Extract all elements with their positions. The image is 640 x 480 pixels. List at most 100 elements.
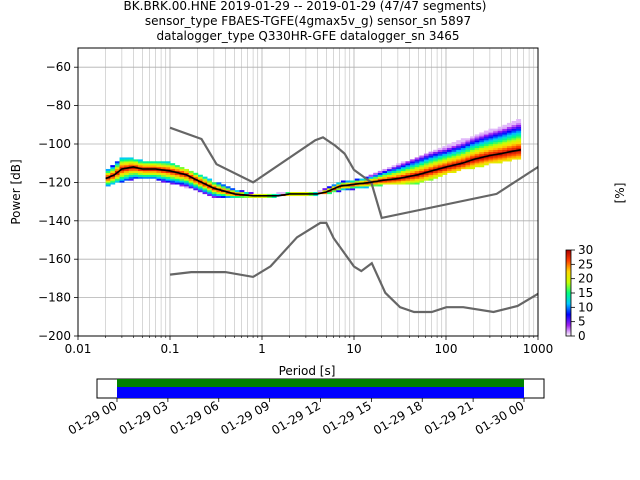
density-cell xyxy=(479,161,485,164)
density-cell xyxy=(165,170,171,173)
density-cell xyxy=(483,134,489,137)
density-cell xyxy=(147,167,153,170)
density-cell xyxy=(460,144,466,147)
density-cell xyxy=(451,155,457,158)
density-cell xyxy=(128,157,134,160)
density-cell xyxy=(211,186,217,189)
density-cell xyxy=(493,128,499,131)
density-cell xyxy=(400,174,406,177)
density-cell xyxy=(474,159,480,162)
density-cell xyxy=(456,147,462,150)
density-cell xyxy=(170,178,176,181)
density-cell xyxy=(350,180,356,183)
density-cell xyxy=(483,138,489,141)
density-cell xyxy=(437,159,443,162)
density-cell xyxy=(207,180,213,183)
density-cell xyxy=(442,170,448,173)
density-cell xyxy=(493,161,499,164)
density-cell xyxy=(165,178,171,181)
density-cell xyxy=(382,182,388,185)
density-cell xyxy=(437,153,443,156)
density-cell xyxy=(188,180,194,183)
density-cell xyxy=(234,190,240,193)
density-cell xyxy=(128,172,134,175)
density-cell xyxy=(174,182,180,185)
density-cell xyxy=(327,192,332,195)
density-cell xyxy=(465,153,471,156)
density-cell xyxy=(142,176,148,179)
density-cell xyxy=(414,157,420,160)
density-cell xyxy=(184,172,190,175)
density-cell xyxy=(511,124,517,127)
density-cell xyxy=(373,176,379,179)
density-cell xyxy=(414,165,420,168)
density-cell xyxy=(124,161,130,164)
density-cell xyxy=(211,182,217,185)
density-cell xyxy=(179,178,185,181)
density-cell xyxy=(497,126,503,129)
density-cell xyxy=(156,172,162,175)
density-cell xyxy=(516,128,522,131)
density-cell xyxy=(207,190,213,193)
density-cell xyxy=(114,163,120,166)
density-cell xyxy=(423,163,429,166)
density-cell xyxy=(456,155,462,158)
density-cell xyxy=(350,184,356,187)
density-cell xyxy=(345,182,351,185)
density-cell xyxy=(405,174,411,177)
density-cell xyxy=(396,167,402,170)
colorbar-tick-label: 15 xyxy=(578,286,593,300)
density-cell xyxy=(373,182,379,185)
density-cell xyxy=(151,172,157,175)
density-cell xyxy=(151,165,157,168)
density-cell xyxy=(368,174,374,177)
timeline-tick-label: 01-29 09 xyxy=(218,398,272,437)
density-cell xyxy=(179,180,185,183)
density-cell xyxy=(105,170,111,173)
density-cell xyxy=(170,182,176,185)
density-cell xyxy=(400,172,406,175)
density-cell xyxy=(211,188,217,191)
density-cell xyxy=(488,159,494,162)
density-cell xyxy=(151,176,157,179)
density-cell xyxy=(165,161,171,164)
density-cell xyxy=(188,186,194,189)
density-cell xyxy=(511,145,517,149)
density-cell xyxy=(479,149,485,152)
plot-frame xyxy=(77,47,539,337)
density-cell xyxy=(502,136,508,139)
density-cell xyxy=(170,163,176,166)
density-cell xyxy=(474,161,480,164)
density-cell xyxy=(506,155,512,158)
density-cell xyxy=(483,159,489,162)
density-cell xyxy=(396,170,402,173)
density-cell xyxy=(483,130,489,133)
density-cell xyxy=(151,168,157,172)
density-cell xyxy=(423,159,429,162)
density-cell xyxy=(137,165,143,168)
density-cell xyxy=(456,165,462,168)
density-cell xyxy=(474,144,480,147)
density-cell xyxy=(465,145,471,149)
colorbar-gradient xyxy=(565,249,572,337)
timeline-data-bar xyxy=(117,379,524,387)
density-cell xyxy=(193,176,199,179)
density-cell xyxy=(290,192,296,195)
density-cell xyxy=(483,136,489,139)
density-cell xyxy=(437,172,443,175)
density-cell xyxy=(511,126,517,129)
density-cell xyxy=(456,151,462,154)
density-cell xyxy=(202,192,208,195)
density-cell xyxy=(442,149,448,152)
density-cell xyxy=(470,145,475,149)
density-cell xyxy=(506,145,512,149)
density-cell xyxy=(410,172,416,175)
density-cell xyxy=(414,163,420,166)
density-cell xyxy=(110,178,116,181)
density-cell xyxy=(493,136,499,139)
density-cell xyxy=(465,163,471,166)
density-cell xyxy=(511,142,517,145)
density-cell xyxy=(410,176,416,179)
density-cell xyxy=(497,140,503,143)
density-cell xyxy=(211,184,217,187)
